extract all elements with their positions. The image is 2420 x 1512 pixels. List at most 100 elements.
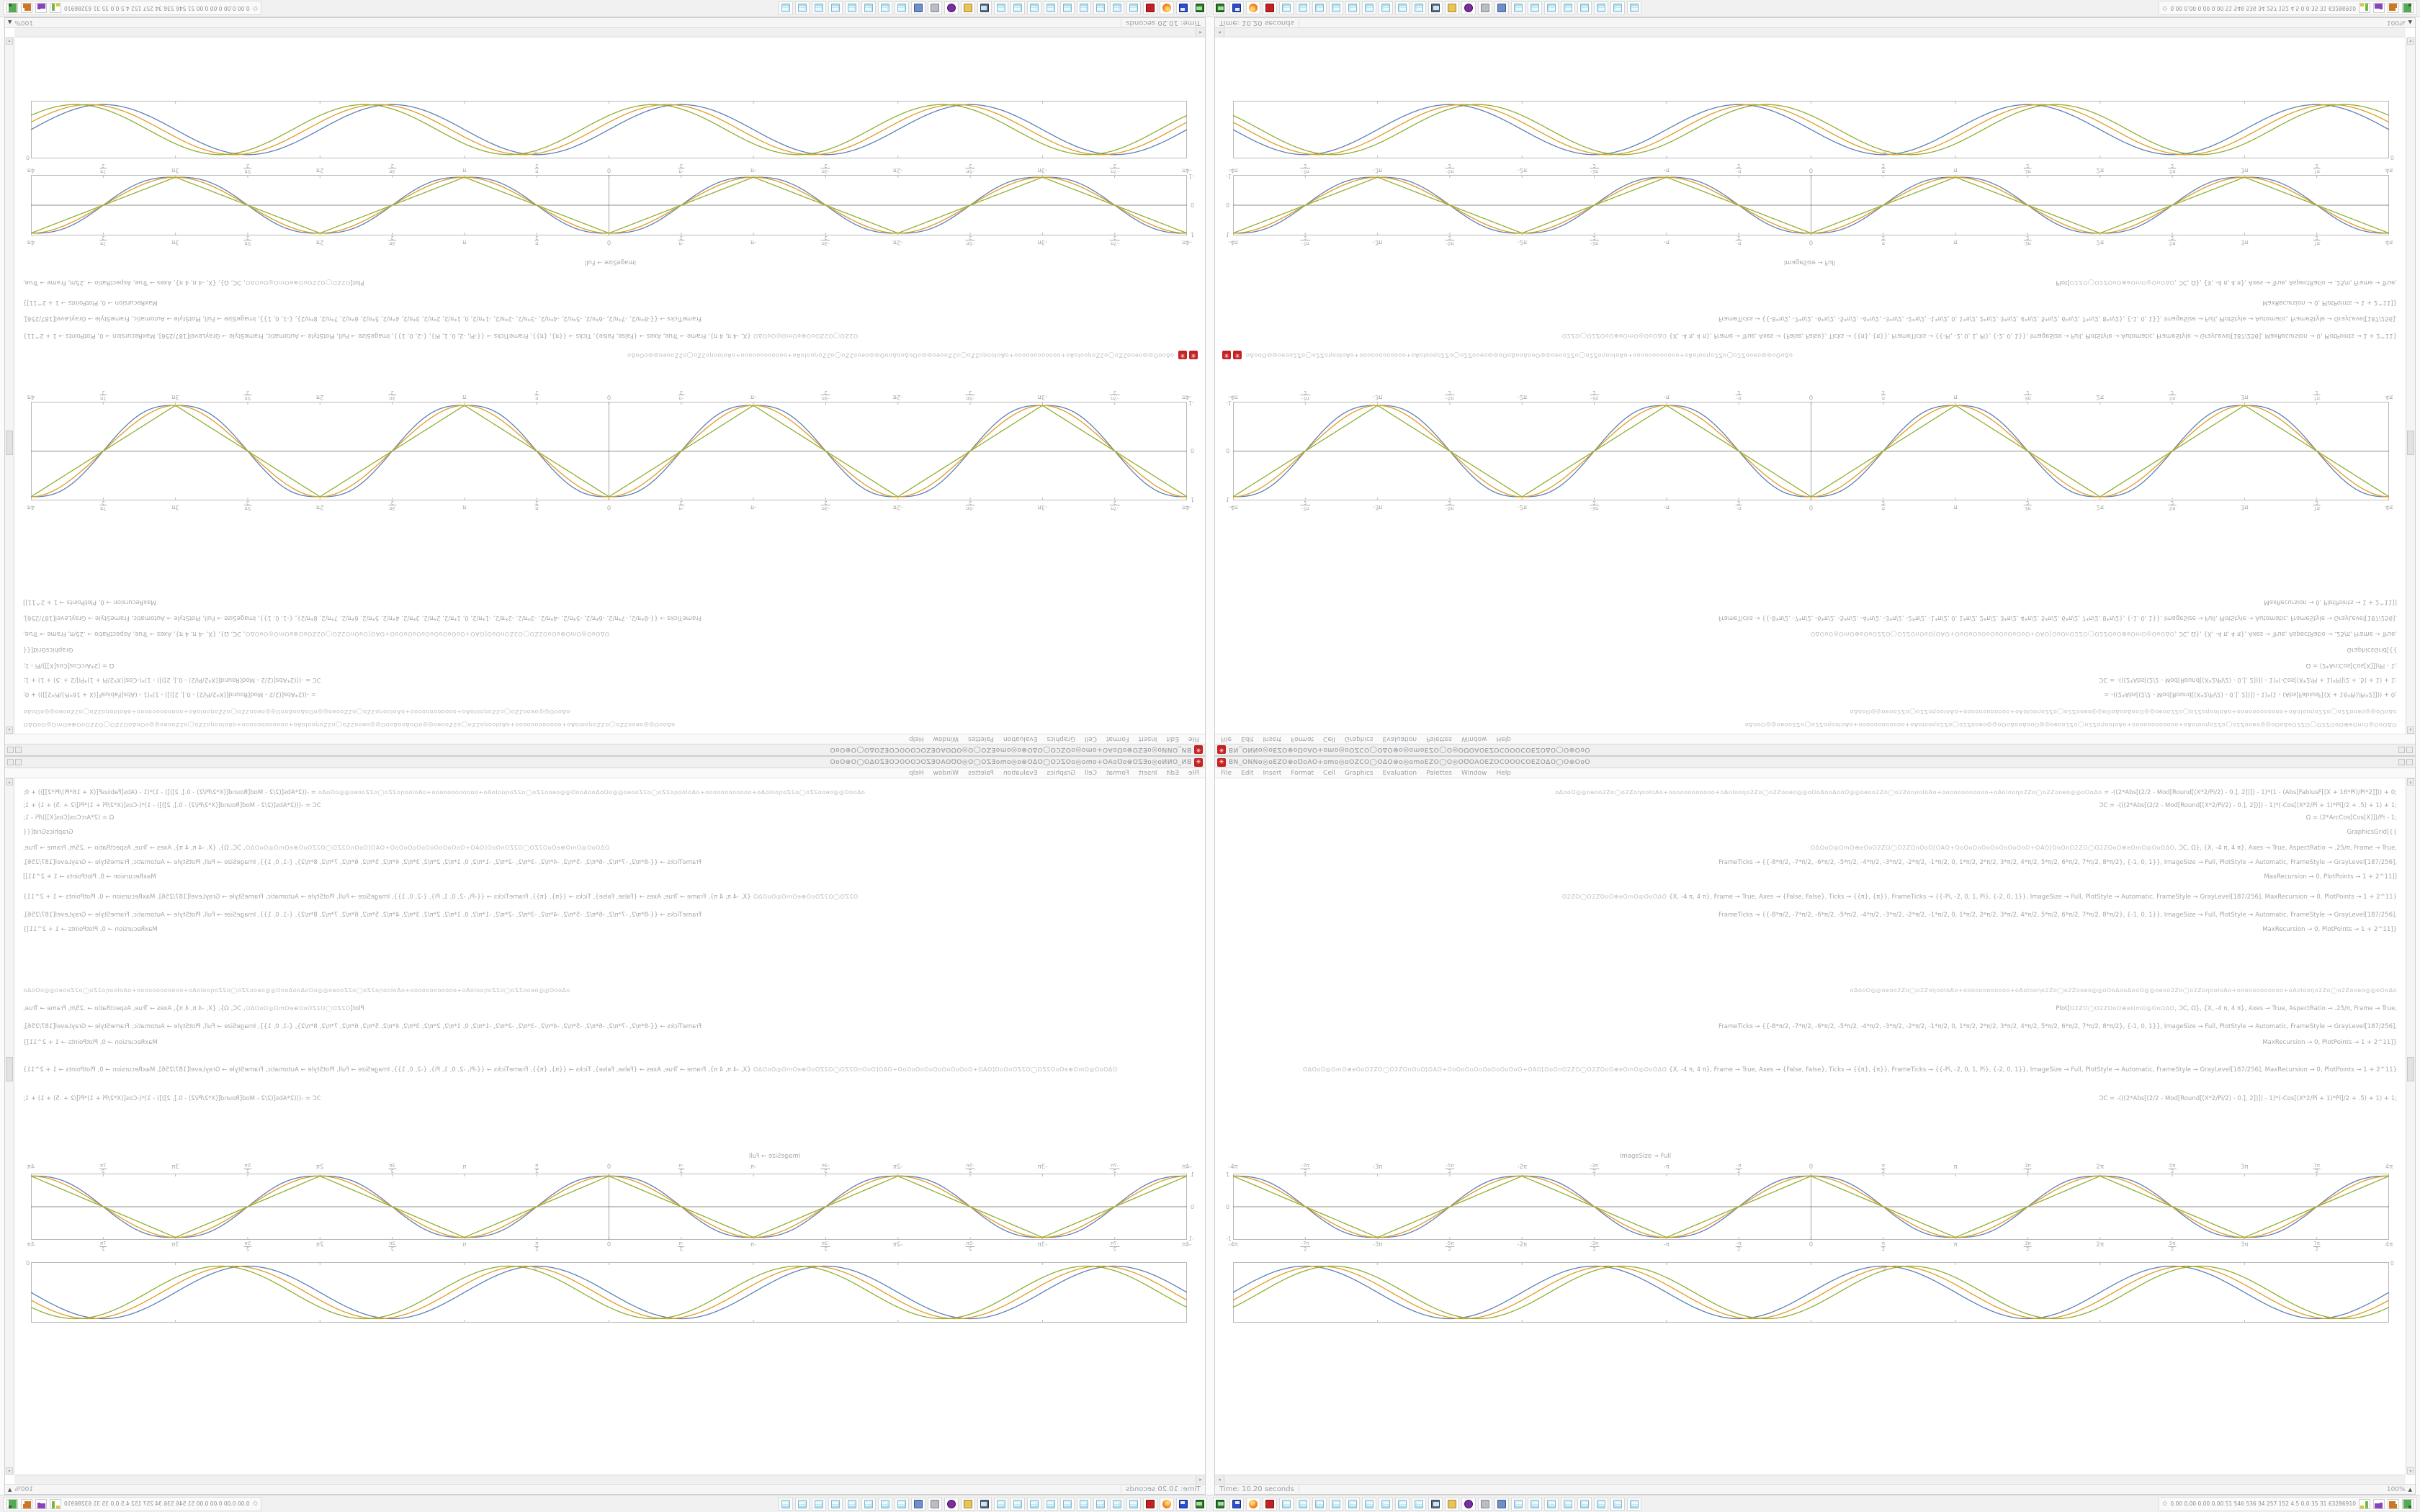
taskbar-button-doc[interactable] [1077, 1, 1091, 15]
code-line[interactable]: οΔοοΟ◎◎οeοο2Ζο◯ο2ΖοηοοΙοΑο+οοοοοοοοοοοο+… [23, 721, 1198, 728]
maximize-button[interactable] [7, 747, 14, 753]
code-line[interactable]: MaxRecursion → 0, PlotPoints → 1 + 2^11]… [1222, 926, 2397, 933]
code-line[interactable]: ƆC = -(((2*Abs[(2/2 - Mod[Round[(X*2/Pi/… [1222, 1095, 2397, 1102]
taskbar-button-doc[interactable] [1362, 1497, 1376, 1511]
taskbar-button-doc[interactable] [1379, 1497, 1393, 1511]
taskbar-button-doc[interactable] [1528, 1497, 1542, 1511]
taskbar-button-doc[interactable] [1379, 1, 1393, 15]
taskbar-button-floppy[interactable] [1176, 1, 1191, 15]
code-line[interactable]: ΟΔΟοΟ◎ΟmΟ⊕eΟοΟ2ΖΟ◯Ο2ΖΟnΟοΟ[ΟΑΟ+ΟοΟοΟοΟοΟ… [1222, 630, 2397, 637]
menu-edit[interactable]: Edit [1166, 735, 1179, 743]
taskbar-button-monitor[interactable] [1428, 1497, 1443, 1511]
menu-window[interactable]: Window [1461, 769, 1487, 777]
taskbar-button-doc[interactable] [1412, 1, 1426, 15]
taskbar-button-doc[interactable] [795, 1497, 810, 1511]
taskbar-button-doc[interactable] [1060, 1497, 1075, 1511]
taskbar-button-folder[interactable] [961, 1, 975, 15]
hscroll-track[interactable] [1224, 28, 2406, 37]
menu-file[interactable]: File [1188, 769, 1199, 777]
code-line[interactable]: = -((2*Abs[(2/2 - Mod[Round[(X*2/Pi/2) -… [1222, 690, 2397, 698]
maximize-button[interactable] [7, 759, 14, 765]
code-line[interactable]: ΟΔΟοΟ◎ΟmΟ⊕eΟοΟ2ΖΟ◯Ο2ΖΟnΟοΟ[ΟΑΟ+ΟοΟοΟοΟοΟ… [23, 845, 1198, 852]
taskbar-button-doc[interactable] [1594, 1497, 1608, 1511]
taskbar-button-doc[interactable] [1577, 1, 1592, 15]
taskbar-button-doc[interactable] [1010, 1497, 1025, 1511]
horizontal-scrollbar[interactable]: ◂ [14, 28, 1205, 37]
taskbar-button-doc[interactable] [1312, 1, 1327, 15]
taskbar-button-window[interactable] [1494, 1497, 1509, 1511]
code-line[interactable]: οΔοοΟ◎◎οeοο2Ζο◯ο2ΖοηοοΙοΑο+οοοοοοοοοοοο+… [23, 987, 1198, 994]
code-line[interactable]: Ο2ΖΟ◯Ο2ΖΟοΟ⊕eΟmΟ◎ΟοΟΔΟ {X, -4 π, 4 π}, F… [23, 894, 1198, 901]
code-line[interactable]: ƆC = -(((2*Abs[(2/2 - Mod[Round[(X*2/Pi/… [23, 802, 1198, 809]
taskbar-button-doc[interactable] [1345, 1497, 1360, 1511]
taskbar-button-doc[interactable] [861, 1497, 876, 1511]
menu-evaluation[interactable]: Evaluation [1003, 769, 1038, 777]
code-line[interactable]: FrameTicks → {{-8*π/2, -7*π/2, -6*π/2, -… [23, 1023, 1198, 1030]
code-line[interactable]: MaxRecursion → 0, PlotPoints → 1 + 2^11]… [23, 598, 1198, 606]
menu-graphics[interactable]: Graphics [1047, 735, 1076, 743]
taskbar-button-doc[interactable] [895, 1, 909, 15]
menu-palettes[interactable]: Palettes [1426, 769, 1452, 777]
scroll-down-arrow[interactable]: ▾ [2407, 1467, 2414, 1475]
code-line[interactable]: οΔοοΟ◎◎οeοο2Ζο◯ο2ΖοηοοΙοΑο+οοοοοοοοοοοο+… [1222, 721, 2397, 728]
code-line[interactable]: FrameTicks → {{-8*π/2, -7*π/2, -6*π/2, -… [1222, 859, 2397, 866]
code-line[interactable]: ImageSize → Full [23, 258, 1198, 266]
taskbar-button-doc[interactable] [878, 1497, 892, 1511]
taskbar-button-monitor[interactable] [977, 1, 992, 15]
taskbar-button-doc[interactable] [828, 1497, 843, 1511]
taskbar-button-doc[interactable] [1577, 1497, 1592, 1511]
magnification-control[interactable]: 100% ▲ [5, 1486, 36, 1493]
code-line[interactable]: GraphicsGrid[{{ [23, 829, 1198, 836]
taskbar-button-media[interactable] [944, 1497, 959, 1511]
menu-file[interactable]: File [1221, 769, 1232, 777]
window-titlebar[interactable]: ✳ ΒΝ_ΟΝΝο◎οΕΖΟ⊗ο℧οΑΟ+οmο◎οΟΖϹΟ◯ΟΔΟ⊗ο◎οmοΕ… [1215, 744, 2415, 755]
taskbar-button-doc[interactable] [1110, 1497, 1124, 1511]
scrollbar-thumb[interactable] [2407, 1056, 2414, 1081]
system-monitor-applet[interactable]: ✩ 0.00 0.00 0.00 0.00 51 546 536 34 257 1… [2158, 1496, 2417, 1511]
minimize-button[interactable] [15, 759, 22, 765]
taskbar-button-doc[interactable] [812, 1, 826, 15]
menu-window[interactable]: Window [933, 769, 959, 777]
menu-evaluation[interactable]: Evaluation [1382, 769, 1417, 777]
system-monitor-applet[interactable]: ✩ 0.00 0.00 0.00 0.00 51 546 536 34 257 1… [3, 1496, 262, 1511]
menu-insert[interactable]: Insert [1263, 735, 1282, 743]
menu-insert[interactable]: Insert [1138, 735, 1157, 743]
taskbar-button-firefox[interactable] [1160, 1497, 1174, 1511]
taskbar-button-window[interactable] [911, 1497, 926, 1511]
taskbar-button-doc[interactable] [1126, 1, 1141, 15]
taskbar-button-floppy[interactable] [1229, 1497, 1244, 1511]
minimize-button[interactable] [15, 747, 22, 753]
taskbar-button-doc[interactable] [861, 1, 876, 15]
taskbar-button-terminal[interactable] [1193, 1497, 1207, 1511]
code-line[interactable]: ΟΔΟοΟ◎ΟmΟ⊕eΟοΟ2ΖΟ◯Ο2ΖΟnΟοΟ[ΟΑΟ+ΟοΟοΟοΟοΟ… [1222, 1066, 2397, 1074]
system-monitor-applet[interactable]: ✩ 0.00 0.00 0.00 0.00 51 546 536 34 257 1… [2158, 1, 2417, 16]
system-monitor-applet[interactable]: ✩ 0.00 0.00 0.00 0.00 51 546 536 34 257 1… [3, 1, 262, 16]
code-line[interactable]: οΔοοΟ◎◎οeοο2Ζο◯ο2ΖοηοοΙοΑο+οοοοοοοοοοοο+… [1222, 708, 2397, 715]
code-line[interactable]: ƆC = -(((2*Abs[(2/2 - Mod[Round[(X*2/Pi/… [23, 676, 1198, 683]
code-line[interactable]: MaxRecursion → 0, PlotPoints → 1 + 2^11]… [1222, 598, 2397, 606]
scroll-up-arrow[interactable]: ▴ [6, 726, 13, 734]
code-line[interactable]: FrameTicks → {{-8*π/2, -7*π/2, -6*π/2, -… [23, 614, 1198, 621]
code-line[interactable]: FrameTicks → {{-8*π/2, -7*π/2, -6*π/2, -… [1222, 1023, 2397, 1030]
taskbar-button-doc[interactable] [895, 1497, 909, 1511]
scroll-left-arrow[interactable]: ◂ [1196, 28, 1205, 37]
menu-graphics[interactable]: Graphics [1344, 735, 1373, 743]
menu-help[interactable]: Help [1496, 735, 1512, 743]
menu-cell[interactable]: Cell [1085, 769, 1097, 777]
code-line[interactable]: Ω = (2*ArcCos[Cos[X]])/Pi - 1; [23, 814, 1198, 822]
menu-file[interactable]: File [1188, 735, 1199, 743]
code-line[interactable]: MaxRecursion → 0, PlotPoints → 1 + 2^11]… [1222, 1039, 2397, 1046]
code-line[interactable]: οΔοοΟ◎◎οeοο2Ζο◯ο2ΖοηοοΙοΑο+οοοοοοοοοοοο+… [1222, 987, 2397, 994]
code-line[interactable]: FrameTicks → {{-8*π/2, -7*π/2, -6*π/2, -… [23, 859, 1198, 866]
horizontal-scrollbar[interactable]: ◂ [1215, 1475, 2406, 1484]
maximize-button[interactable] [2406, 747, 2413, 753]
taskbar-button-monitor[interactable] [1428, 1, 1443, 15]
taskbar-button-doc[interactable] [812, 1497, 826, 1511]
taskbar-button-doc[interactable] [1610, 1, 1625, 15]
taskbar-button-doc[interactable] [1511, 1497, 1525, 1511]
taskbar-button-doc[interactable] [1126, 1497, 1141, 1511]
taskbar-button-doc[interactable] [1329, 1497, 1343, 1511]
scroll-up-arrow[interactable]: ▴ [2407, 726, 2414, 734]
inline-spikey-icon[interactable]: ✳ [1222, 351, 1231, 359]
taskbar-button-doc[interactable] [1561, 1, 1575, 15]
